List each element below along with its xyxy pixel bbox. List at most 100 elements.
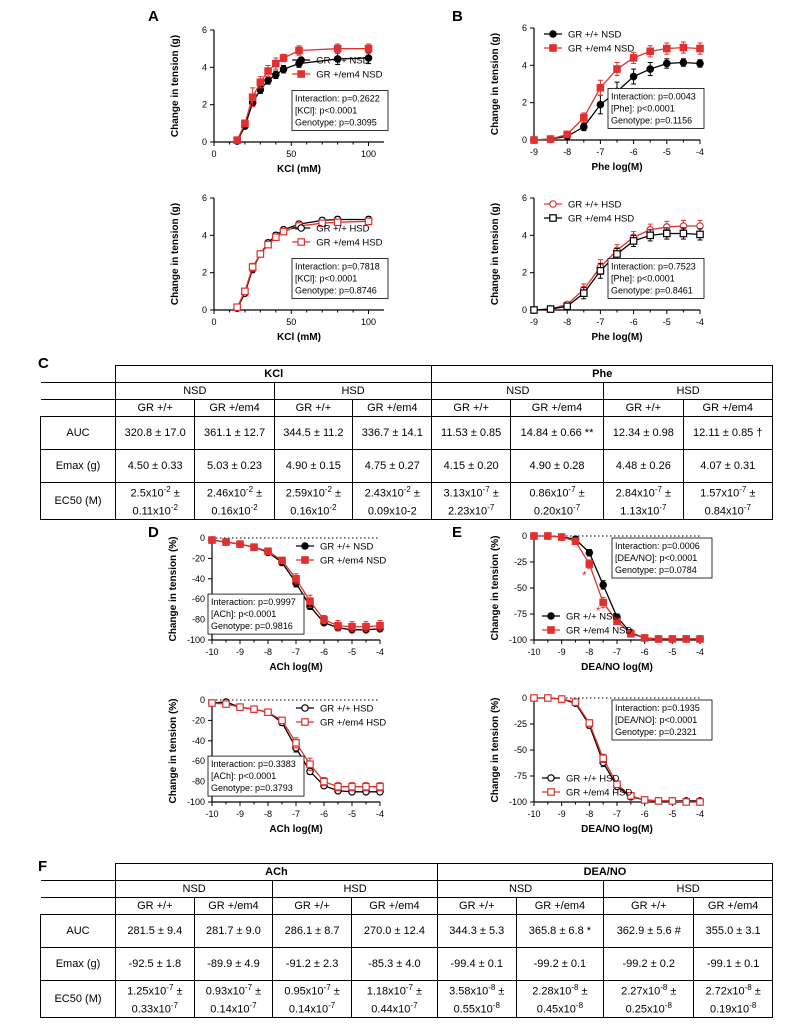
x-tick-label: -4 [696,809,704,819]
ec50-exponent: -7 [487,502,495,512]
ec50-error: 0.16x10-2 [277,501,350,519]
table-cell: 281.5 ± 9.4 [115,913,195,948]
data-point [248,93,257,102]
data-point [222,538,230,546]
y-tick-label: 6 [522,193,527,203]
ec50-exponent: -7 [166,982,174,992]
data-point [679,43,688,52]
table-cell-ec50: 1.57x10-7 ±0.84x10-7 [682,481,774,520]
y-tick-label: 0 [202,137,207,147]
data-point [530,136,538,144]
data-point [320,615,328,624]
ec50-mantissa: 0.14x10 [210,1003,250,1016]
ec50-mantissa: 1.18x10 [366,985,406,998]
x-tick-label: -8 [563,317,571,327]
diet-header: NSD [431,381,605,400]
stats-line: [ACh]: p<0.0001 [211,609,276,619]
genotype-header: GR +/+ [603,398,684,417]
row-label: AUC [40,913,116,948]
genotype-header: GR +/em4 [194,398,275,417]
stats-box [607,258,705,299]
ec50-error: 0.44x10-7 [354,999,435,1017]
y-tick-label: -50 [514,583,527,593]
x-tick-label: -7 [596,147,604,157]
panel-letter-c: C [38,355,49,372]
data-point [629,72,638,81]
data-point [241,119,249,128]
x-tick-label: -8 [585,809,593,819]
header-corner [40,897,116,915]
data-point [279,54,288,62]
y-axis-label: Change in tension (g) [490,33,501,135]
genotype-header: GR +/em4 [352,398,433,417]
ec50-value: 2.27x10-8 ± [621,982,677,998]
ec50-mantissa: 2.72x10 [705,985,745,998]
legend-marker [547,626,555,634]
data-point [333,44,342,53]
data-point [264,240,272,249]
genotype-header: GR +/+ [603,896,695,915]
y-tick-label: -40 [192,736,205,746]
y-tick-label: 0 [200,533,205,543]
stats-line: [DEA/NO]: p<0.0001 [615,553,697,563]
legend-marker [549,30,557,38]
data-point [571,537,580,546]
series-1 [530,532,704,643]
legend-label: GR +/em4 HSD [568,214,634,225]
data-point [646,65,655,73]
stats-box [291,90,389,131]
data-point [546,135,555,143]
ec50-error: 0.20x10-7 [513,501,601,519]
ec50-error: 0.55x10-8 [440,999,514,1017]
legend-marker [549,200,557,208]
x-tick-label: -10 [527,809,540,819]
table-cell: -89.9 ± 4.9 [193,946,274,981]
stats-line: [KCl]: p<0.0001 [295,273,357,283]
significance-mark: * [582,569,587,583]
ec50-mantissa: 0.11x10 [132,505,171,518]
data-point [640,796,649,804]
x-tick-label: -5 [663,317,671,327]
table-cell: 12.11 ± 0.85 † [682,415,774,450]
x-tick-label: -6 [320,647,328,657]
data-point [580,123,588,131]
data-point [264,76,272,85]
data-point [208,536,216,544]
diet-header: HSD [603,879,773,898]
genotype-header: GR +/+ [431,398,511,417]
ec50-value: 1.57x10-7 ± [700,484,756,500]
legend-label: GR +/+ HSD [566,774,619,785]
table-c: KCl Phe NSD HSD NSD HSD GR +/+ GR +/em4 GR +/+ GR… [40,365,774,520]
legend-marker [547,612,555,620]
legend-label: GR +/em4 NSD [316,70,382,81]
data-point [668,797,677,805]
y-tick-label: -20 [192,553,205,563]
chart-deano-nsd: -10 -9 -8 -7 -6 -5 -4 0 -25 -50 -75 -100 DEA/NO log(… [490,531,713,673]
row-label: Emax (g) [40,946,116,981]
data-point [596,100,605,109]
legend-label: GR +/em4 HSD [316,238,382,249]
ec50-exponent: -7 [654,484,662,494]
y-tick-label: 2 [202,268,207,278]
table-cell: 4.07 ± 0.31 [682,448,774,483]
stats-line: Interaction: p=0.9997 [211,597,296,607]
y-tick-label: -40 [192,574,205,584]
x-tick-label: 50 [286,149,296,159]
table-cell: 355.0 ± 3.1 [693,913,773,948]
stats-line: Interaction: p=0.3383 [211,759,296,769]
data-point [250,543,258,551]
y-tick-label: 6 [522,23,527,33]
x-tick-label: -8 [264,809,272,819]
header-corner [40,382,116,400]
ec50-exponent: -2 [324,484,332,494]
data-point [250,705,258,713]
ec50-error: 0.19x10-8 [696,999,770,1017]
group-header: DEA/NO [436,863,774,881]
table-cell: 4.90 ± 0.28 [509,448,605,483]
stats-box [291,258,389,299]
legend-label: GR +/+ NSD [316,56,369,67]
table-cell-ec50: 2.43x10-2 ± 0.09x10-2 [352,481,433,520]
data-point [236,703,244,711]
legend-marker [549,214,557,222]
